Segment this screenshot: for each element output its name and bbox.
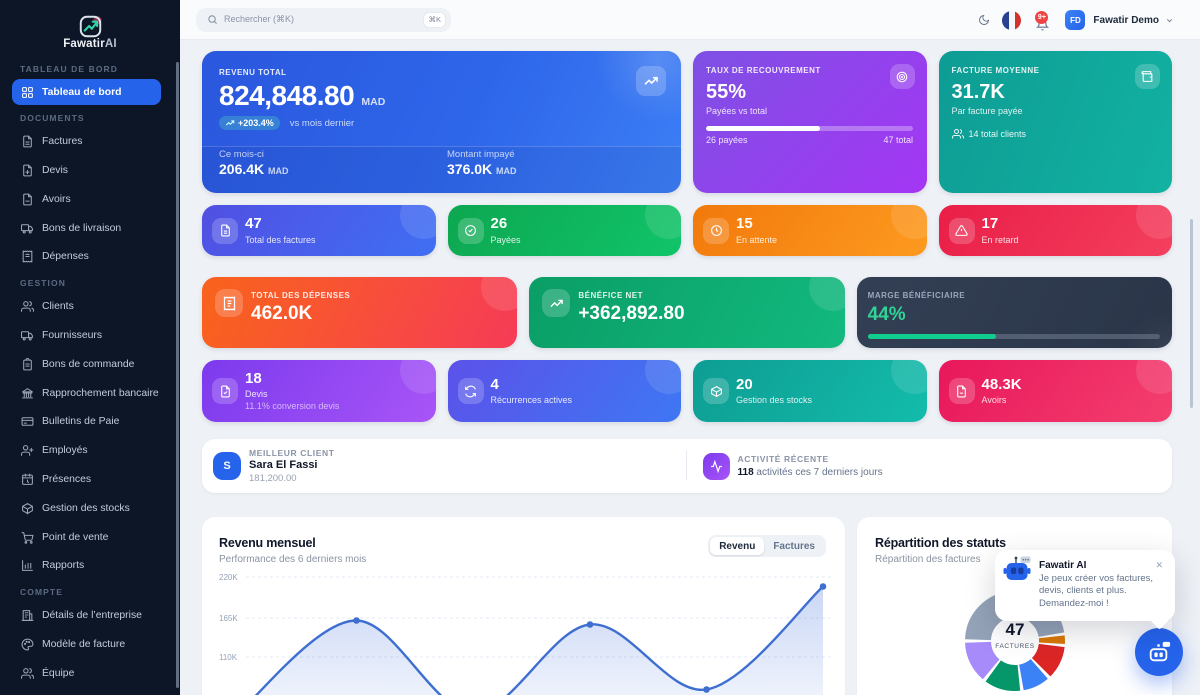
svg-text:220K: 220K (219, 573, 238, 582)
svg-text:165K: 165K (219, 614, 238, 623)
svg-text:110K: 110K (219, 653, 238, 662)
